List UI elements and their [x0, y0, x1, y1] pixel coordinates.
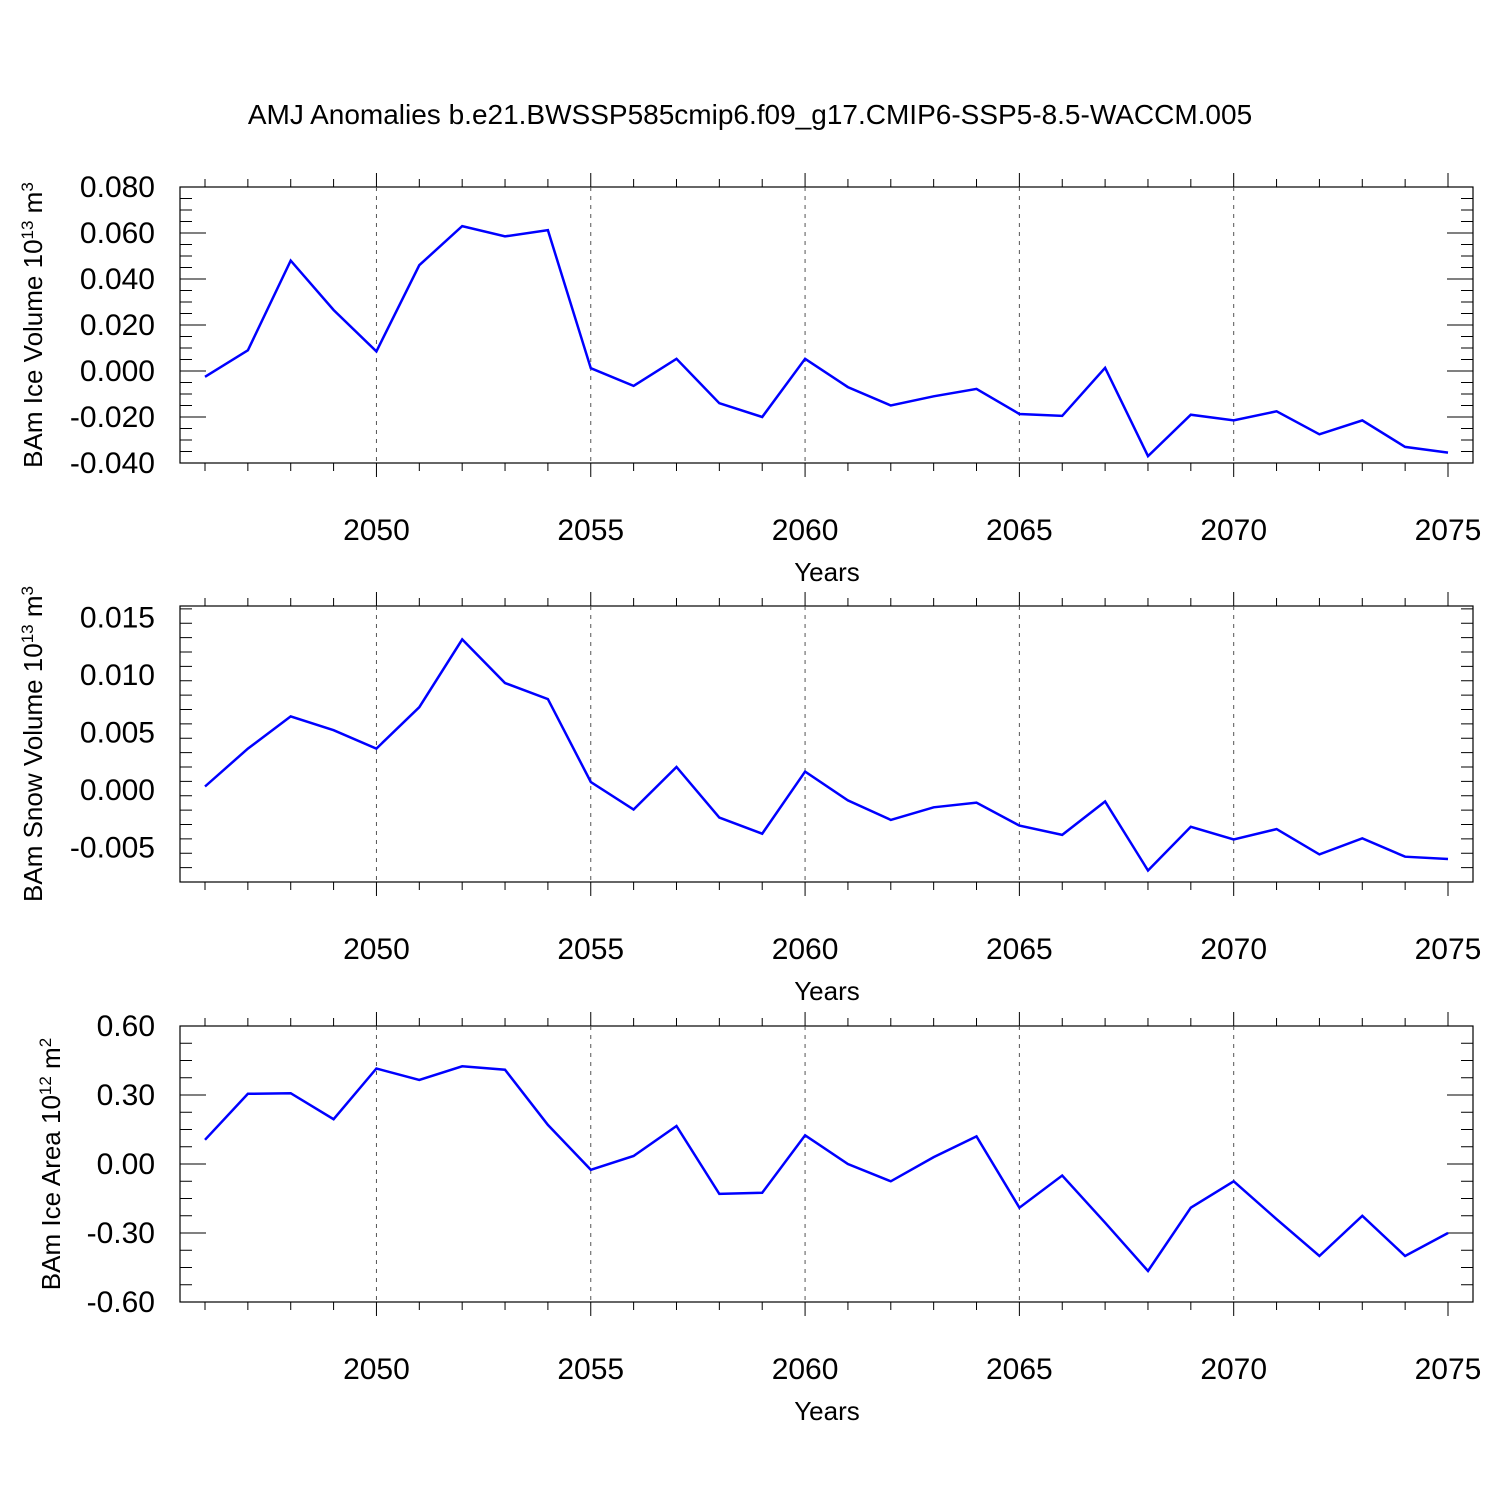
x-tick-label: 2075: [1415, 514, 1482, 547]
x-tick-label: 2060: [772, 514, 839, 547]
y-tick-label: 0.020: [80, 309, 155, 342]
x-axis-title: Years: [794, 976, 860, 1006]
y-axis-title: BAm Snow Volume 1013 m3: [18, 586, 49, 902]
x-tick-label: 2060: [772, 933, 839, 966]
x-tick-label: 2070: [1200, 1353, 1267, 1386]
series-line: [204, 224, 1449, 459]
x-axis-title: Years: [794, 1396, 860, 1426]
plot-frame: [179, 605, 1474, 883]
panel-ice-volume: -0.040 -0.020 0.000 0.020 0.040 0.060 0.080 205…: [18, 171, 1482, 587]
x-tick-label: 2070: [1200, 933, 1267, 966]
x-tick-label: 2065: [986, 514, 1053, 547]
y-tick-label: 0.00: [97, 1148, 155, 1181]
y-tick-label: 0.060: [80, 217, 155, 250]
y-tick-label: 0.000: [80, 355, 155, 388]
y-tick-label: -0.005: [70, 832, 155, 865]
series-line: [204, 637, 1449, 873]
x-tick-label: 2055: [557, 933, 624, 966]
y-tick-label: 0.010: [80, 659, 155, 692]
y-tick-label: 0.000: [80, 774, 155, 807]
x-tick-label: 2060: [772, 1353, 839, 1386]
x-tick-label: 2050: [343, 933, 410, 966]
y-tick-label: -0.30: [87, 1217, 155, 1250]
y-tick-label: 0.005: [80, 717, 155, 750]
plot-frame: [179, 186, 1474, 464]
y-tick-label: 0.040: [80, 263, 155, 296]
chart-title: AMJ Anomalies b.e21.BWSSP585cmip6.f09_g1…: [248, 99, 1252, 130]
x-axis-title: Years: [794, 557, 860, 587]
x-tick-label: 2055: [557, 1353, 624, 1386]
y-axis-title: BAm Ice Volume 1013 m3: [18, 182, 49, 468]
series-line: [204, 1065, 1449, 1274]
x-tick-label: 2075: [1415, 933, 1482, 966]
panel-snow-volume: -0.005 0.000 0.005 0.010 0.015 2050 2055 2060 20…: [18, 586, 1482, 1006]
y-tick-label: 0.60: [97, 1010, 155, 1043]
x-tick-label: 2050: [343, 514, 410, 547]
x-tick-label: 2065: [986, 1353, 1053, 1386]
x-tick-label: 2075: [1415, 1353, 1482, 1386]
x-tick-label: 2050: [343, 1353, 410, 1386]
y-tick-label: 0.30: [97, 1079, 155, 1112]
y-tick-label: 0.080: [80, 171, 155, 204]
plot-frame: [179, 1025, 1474, 1303]
x-tick-label: 2055: [557, 514, 624, 547]
y-tick-label: -0.60: [87, 1286, 155, 1319]
y-tick-label: -0.040: [70, 447, 155, 480]
y-tick-label: -0.020: [70, 401, 155, 434]
x-tick-label: 2065: [986, 933, 1053, 966]
y-tick-label: 0.015: [80, 602, 155, 635]
x-tick-label: 2070: [1200, 514, 1267, 547]
y-axis-title: BAm Ice Area 1012 m2: [36, 1038, 67, 1290]
panel-ice-area: -0.60 -0.30 0.00 0.30 0.60 2050 2055 2060 2065 20…: [36, 1010, 1482, 1426]
